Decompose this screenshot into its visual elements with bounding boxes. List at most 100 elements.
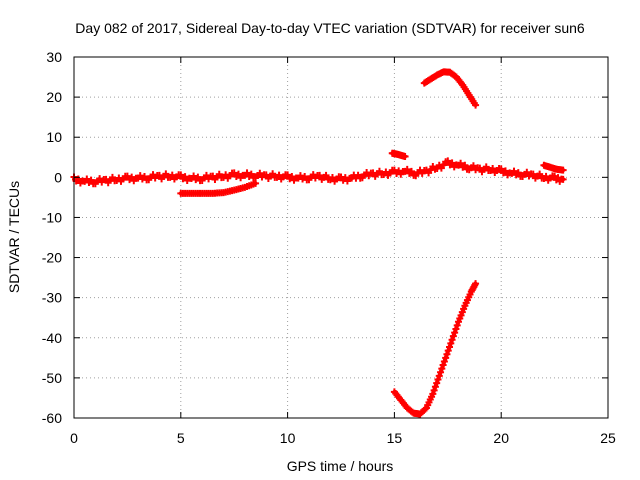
- y-tick-label: 30: [46, 49, 62, 65]
- data-point-marker: [472, 280, 480, 288]
- data-series: [388, 149, 409, 160]
- data-series: [177, 179, 260, 197]
- y-tick-label: -50: [42, 370, 62, 386]
- y-tick-label: -10: [42, 209, 62, 225]
- data-point-marker: [431, 383, 439, 391]
- data-point-marker: [435, 372, 443, 380]
- data-point-marker: [457, 159, 465, 167]
- data-point-marker: [247, 170, 255, 178]
- data-point-marker: [442, 354, 450, 362]
- data-point-marker: [476, 164, 484, 172]
- plot-frame: [73, 56, 609, 419]
- data-point-marker: [269, 170, 277, 178]
- data-point-marker: [443, 350, 451, 358]
- data-point-marker: [316, 171, 324, 179]
- data-point-marker: [438, 365, 446, 373]
- data-point-marker: [421, 405, 429, 413]
- data-point-marker: [559, 175, 567, 183]
- data-point-marker: [472, 101, 480, 109]
- x-tick-label: 20: [493, 430, 509, 446]
- data-point-marker: [403, 165, 411, 173]
- x-tick-label: 0: [70, 430, 78, 446]
- y-tick-label: 20: [46, 89, 62, 105]
- data-point-marker: [501, 167, 509, 175]
- y-tick-label: 10: [46, 129, 62, 145]
- data-point-marker: [234, 170, 242, 178]
- data-point-marker: [401, 152, 409, 160]
- data-point-marker: [482, 163, 490, 171]
- data-point-marker: [407, 167, 415, 175]
- y-tick-label: -20: [42, 250, 62, 266]
- data-point-marker: [439, 361, 447, 369]
- data-point-marker: [194, 173, 202, 181]
- data-point-marker: [256, 169, 264, 177]
- data-point-marker: [83, 175, 91, 183]
- data-point-marker: [448, 336, 456, 344]
- data-series: [540, 161, 567, 174]
- data-point-marker: [449, 332, 457, 340]
- data-point-marker: [447, 339, 455, 347]
- data-point-marker: [252, 179, 260, 187]
- data-point-marker: [262, 171, 270, 179]
- grid: [74, 57, 608, 418]
- y-tick-label: 0: [54, 169, 62, 185]
- data-point-marker: [168, 171, 176, 179]
- data-point-marker: [181, 173, 189, 181]
- data-point-marker: [453, 321, 461, 329]
- x-tick-label: 15: [387, 430, 403, 446]
- data-point-marker: [444, 347, 452, 355]
- data-point-marker: [177, 171, 185, 179]
- data-point-marker: [448, 159, 456, 167]
- data-layer: [70, 68, 567, 418]
- data-point-marker: [284, 171, 292, 179]
- data-point-marker: [430, 386, 438, 394]
- y-axis-title: SDTVAR / TECUs: [6, 181, 22, 293]
- data-point-marker: [489, 165, 497, 173]
- chart-title: Day 082 of 2017, Sidereal Day-to-day VTE…: [75, 20, 585, 36]
- data-point-marker: [542, 172, 550, 180]
- x-tick-label: 5: [177, 430, 185, 446]
- y-tick-label: -40: [42, 330, 62, 346]
- data-point-marker: [452, 325, 460, 333]
- data-point-marker: [433, 379, 441, 387]
- data-series: [420, 68, 480, 109]
- data-point-marker: [469, 162, 477, 170]
- data-point-marker: [523, 168, 531, 176]
- data-point-marker: [514, 169, 522, 177]
- data-point-marker: [243, 169, 251, 177]
- data-point-marker: [190, 172, 198, 180]
- data-point-marker: [451, 329, 459, 337]
- ticks: 0 5 10 15 20 25 30 20 10 0 -10 -20 -30 -40 -50 -60: [42, 49, 616, 446]
- data-point-marker: [128, 173, 136, 181]
- data-point-marker: [123, 172, 131, 180]
- data-point-marker: [559, 166, 567, 174]
- data-point-marker: [275, 171, 283, 179]
- data-point-marker: [446, 343, 454, 351]
- data-point-marker: [497, 165, 505, 173]
- x-tick-label: 25: [600, 430, 616, 446]
- data-series: [70, 157, 567, 188]
- data-point-marker: [429, 390, 437, 398]
- data-point-marker: [230, 169, 238, 177]
- data-point-marker: [162, 170, 170, 178]
- data-point-marker: [510, 167, 518, 175]
- data-series: [390, 280, 480, 418]
- data-point-marker: [536, 170, 544, 178]
- y-tick-label: -30: [42, 290, 62, 306]
- data-point-marker: [288, 172, 296, 180]
- x-tick-label: 10: [280, 430, 296, 446]
- data-point-marker: [322, 171, 330, 179]
- data-point-marker: [444, 157, 452, 165]
- data-point-marker: [529, 170, 537, 178]
- data-point-marker: [437, 368, 445, 376]
- data-point-marker: [328, 173, 336, 181]
- y-tick-label: -60: [42, 410, 62, 426]
- data-point-marker: [87, 176, 95, 184]
- x-axis-title: GPS time / hours: [287, 458, 394, 474]
- data-point-marker: [440, 357, 448, 365]
- data-point-marker: [434, 375, 442, 383]
- data-point-marker: [74, 175, 82, 183]
- data-point-marker: [155, 171, 163, 179]
- data-point-marker: [461, 161, 469, 169]
